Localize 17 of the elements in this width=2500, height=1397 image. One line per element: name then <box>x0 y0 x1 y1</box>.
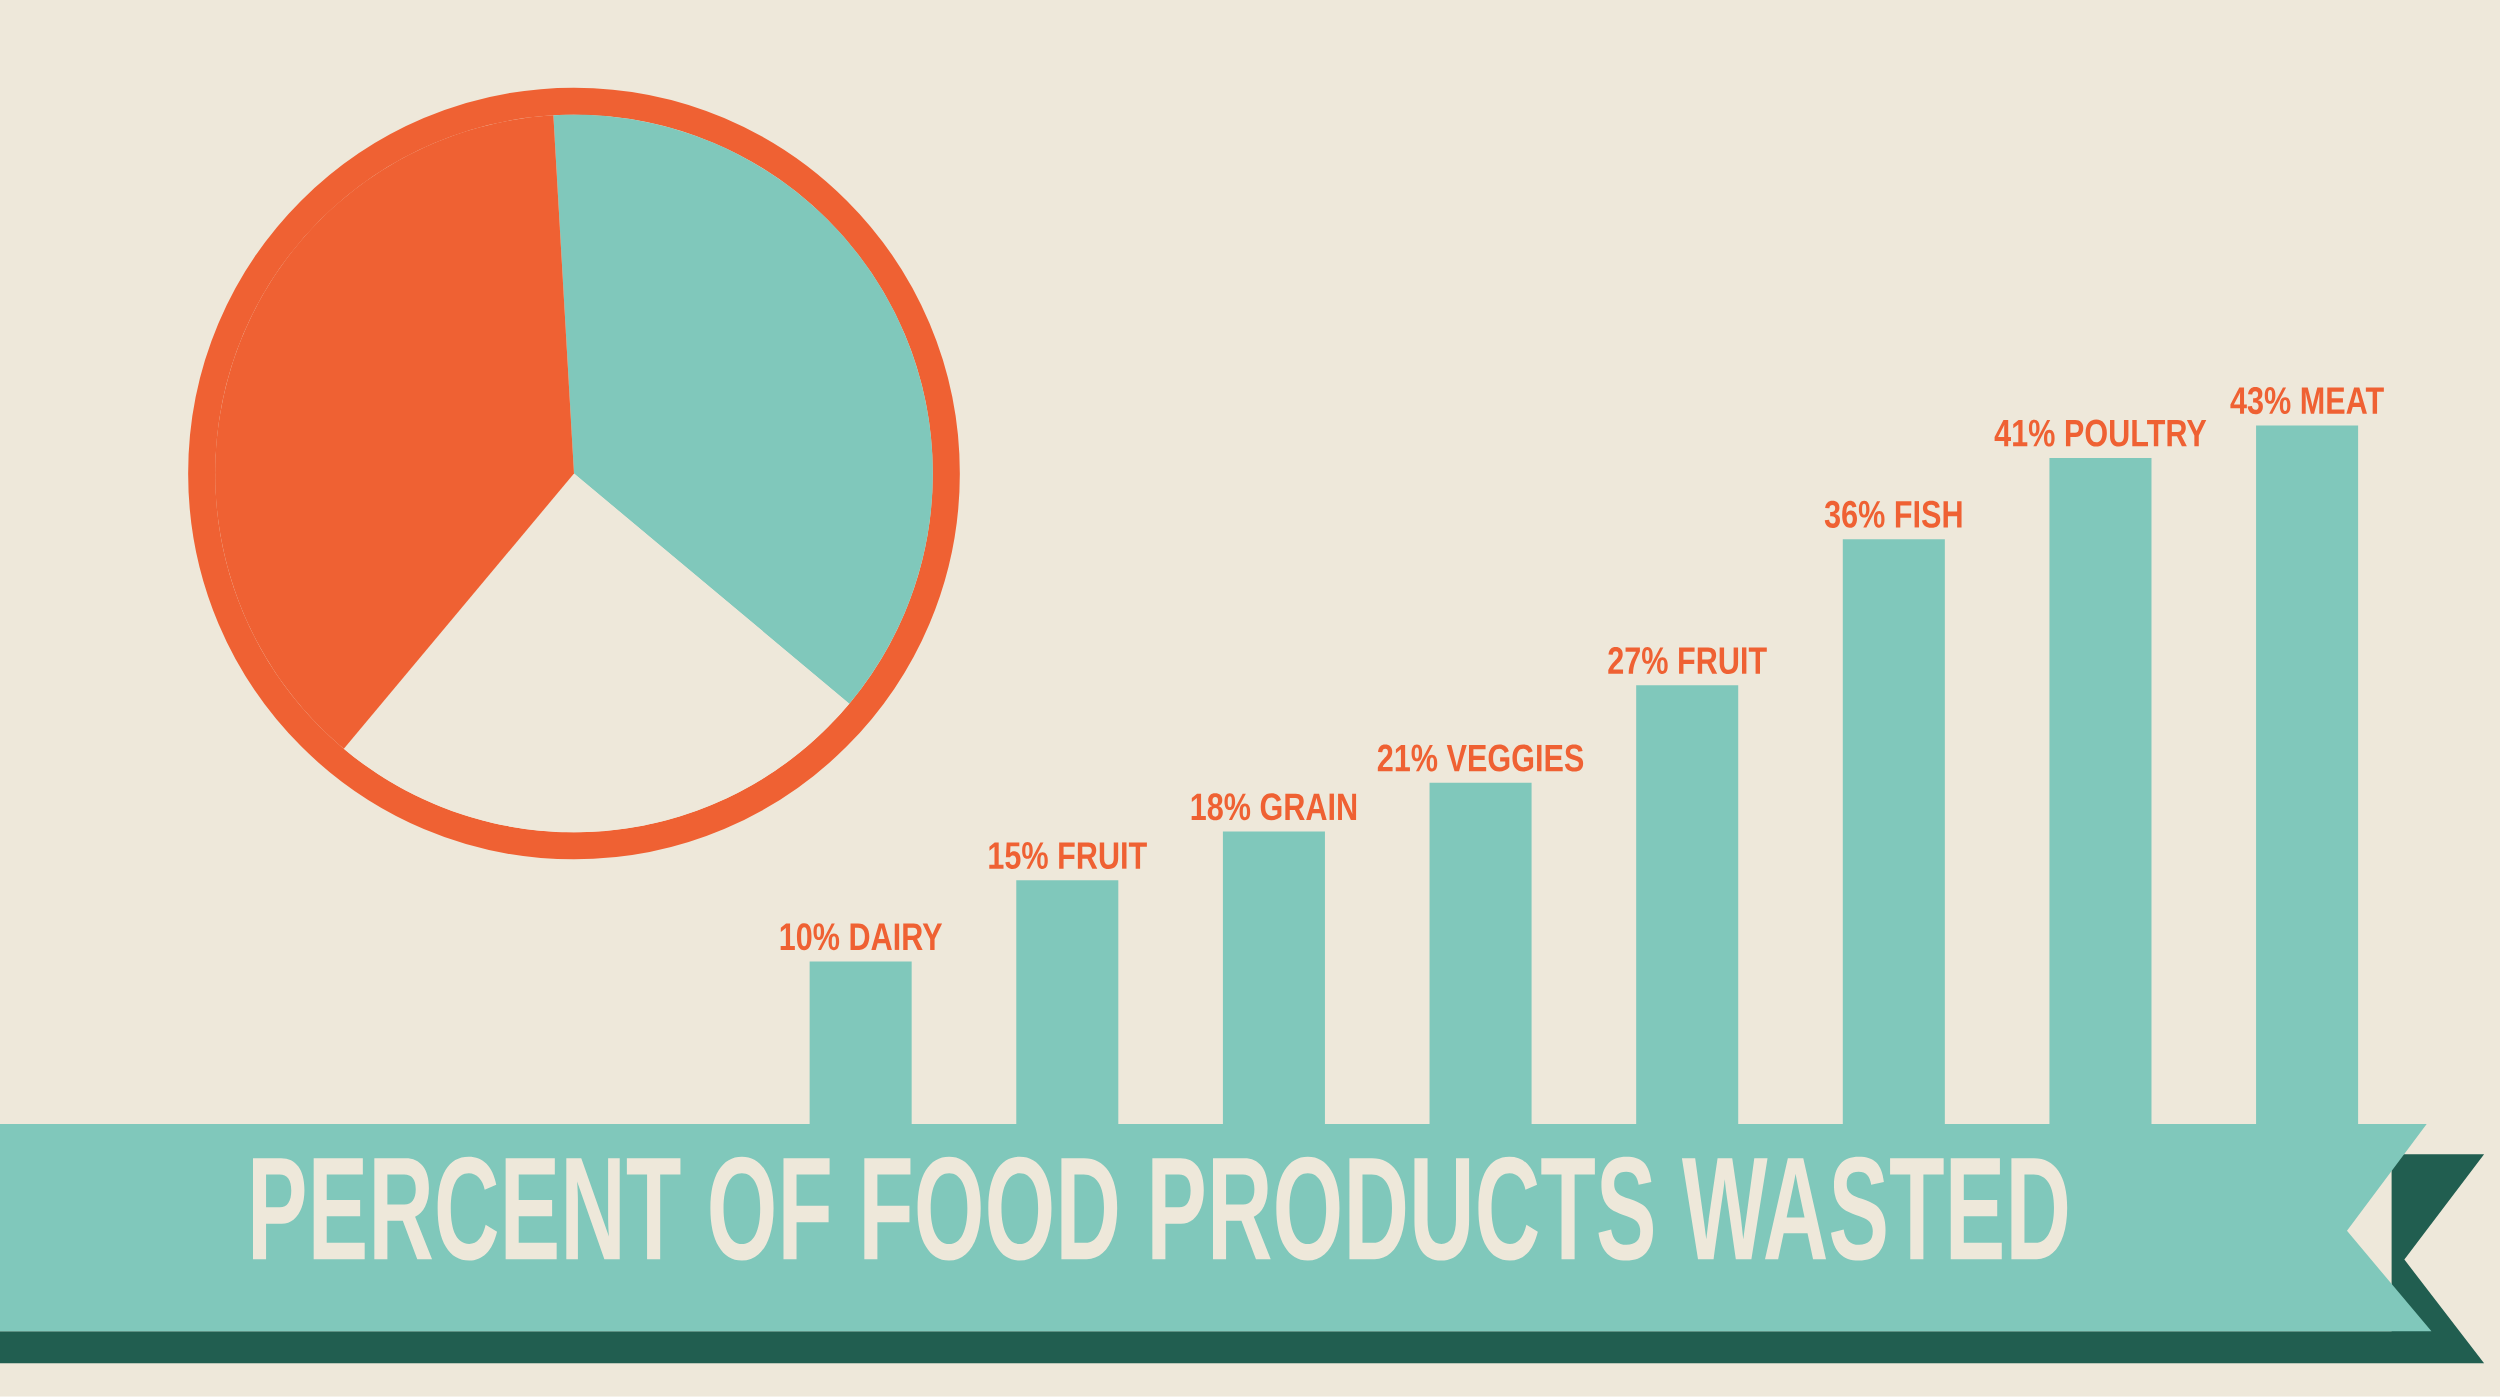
x-tick-label: POULTRY <box>2065 419 2207 447</box>
data-label: 27% <box>1608 647 1668 675</box>
x-tick-label: DAIRY <box>850 923 943 951</box>
x-tick-label: MEAT <box>2301 387 2384 414</box>
data-label: 21% <box>1377 744 1438 772</box>
data-label: 15% <box>989 842 1048 870</box>
text: PERCENT OF FOOD PRODUCTS WASTED <box>253 1156 2068 1261</box>
x-tick-label: VEGGIES <box>1446 744 1584 772</box>
data-label: 36% <box>1824 500 1885 529</box>
x-tick-label: FRUIT <box>1679 647 1767 675</box>
data-label: 10% <box>780 923 840 951</box>
data-label: 41% <box>1994 419 2055 447</box>
data-label: 18% <box>1191 793 1251 821</box>
x-tick-label: FRUIT <box>1059 842 1147 870</box>
x-tick-label: FISH <box>1895 500 1962 528</box>
data-label: 43% <box>2230 387 2291 415</box>
x-tick-label: GRAIN <box>1260 793 1357 821</box>
